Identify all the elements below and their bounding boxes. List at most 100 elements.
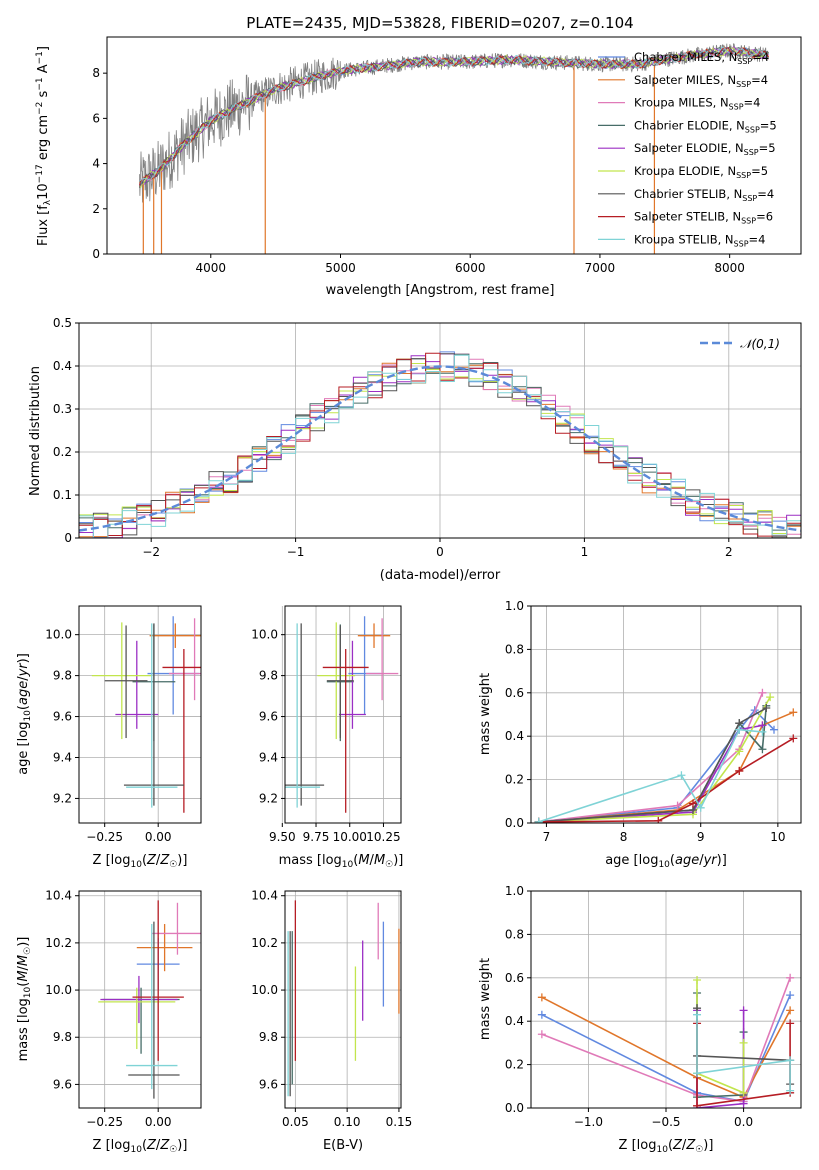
- series-marker: [739, 1088, 748, 1097]
- series-kroupa-stelib: [693, 1010, 795, 1095]
- series-marker: [758, 745, 767, 754]
- x-tick-label: 0.0: [734, 1115, 753, 1129]
- series-line: [538, 707, 767, 823]
- y-tick-label: 6: [92, 111, 100, 125]
- y-tick-label: 0.4: [505, 1014, 524, 1028]
- series-marker: [786, 1006, 795, 1015]
- error-point-salpeter-miles-1: [149, 623, 201, 648]
- series-marker: [693, 1069, 702, 1078]
- axes-frame: [78, 322, 802, 539]
- x-tick-label: −0.25: [86, 830, 123, 844]
- plot-area: [79, 351, 801, 538]
- x-tick-label: 0.15: [386, 1115, 413, 1129]
- panel-mass_weight_vs_Z: −1.0 −0.5 0.0 0.0 0.2 0.4 0.6 0.8 1.0 Z [log10(Z/…: [478, 884, 802, 1155]
- y-tick-label: 9.2: [259, 791, 278, 805]
- legend-label-salpeter-miles: Salpeter MILES, NSSP=4: [634, 73, 768, 89]
- y-tick-label: 0.3: [53, 402, 72, 416]
- x-tick-label: 10.25: [366, 830, 400, 844]
- series-marker: [789, 734, 798, 743]
- x-tick-label: 9.75: [303, 830, 330, 844]
- series-marker: [673, 801, 682, 810]
- series-marker: [739, 1006, 748, 1015]
- series-marker: [762, 703, 771, 712]
- y-axis-label: age [log10(age/yr)]: [16, 653, 33, 775]
- series-chabrier-elodie: [534, 701, 771, 823]
- series-marker: [766, 693, 775, 702]
- x-axis-label: E(B-V): [323, 1138, 363, 1153]
- legend-label-text: Chabrier STELIB, N: [634, 187, 742, 201]
- y-tick-label: 0.2: [53, 445, 72, 459]
- axes-frame: [78, 890, 202, 1109]
- series-marker: [537, 1010, 546, 1019]
- error-point-chabrier-stelib-6: [104, 625, 148, 739]
- error-point-kroupa-elodie-5: [98, 987, 176, 1050]
- error-point-salpeter-miles-1: [357, 623, 391, 648]
- axes-frame: [78, 605, 202, 824]
- error-point-kroupa-miles-2: [151, 902, 201, 955]
- y-tick-label: 9.8: [53, 1030, 72, 1044]
- y-tick-label: 10.2: [251, 936, 278, 950]
- y-tick-label: 9.6: [259, 1077, 278, 1091]
- series-line: [538, 705, 768, 823]
- y-tick-label: 0: [64, 531, 72, 545]
- y-tick-label: 0.6: [505, 686, 524, 700]
- y-tick-label: 0.4: [505, 729, 524, 743]
- plot-area: [91, 616, 201, 813]
- x-tick-label: 8: [620, 830, 628, 844]
- error-point-chabrier-stelib-8: [123, 623, 184, 806]
- x-tick-label: 0.00: [145, 1115, 172, 1129]
- y-tick-label: 9.6: [53, 1077, 72, 1091]
- legend-label-text: Kroupa ELODIE, N: [634, 164, 736, 178]
- y-tick-label: 10.0: [45, 628, 72, 642]
- plot-area: [98, 900, 201, 1099]
- y-tick-label: 0.4: [53, 359, 72, 373]
- series-marker: [789, 708, 798, 717]
- model-fit-salpeter-stelib: [138, 47, 769, 186]
- normal-distribution-curve: [79, 365, 801, 532]
- legend-label-text: Kroupa MILES, N: [634, 96, 729, 110]
- x-tick-label: −2: [142, 545, 160, 559]
- x-axis-label: wavelength [Angstrom, rest frame]: [326, 283, 555, 298]
- error-point-kroupa-miles-2: [365, 618, 399, 701]
- legend-label-text: Kroupa STELIB, N: [634, 232, 734, 246]
- series-line: [696, 980, 745, 1095]
- plot-area: [287, 900, 400, 1097]
- legend-label-salpeter-elodie: Salpeter ELODIE, NSSP=5: [634, 141, 776, 157]
- plot-area: [537, 973, 795, 1108]
- model-fit-kroupa-elodie: [139, 45, 769, 189]
- y-tick-label: 2: [92, 202, 100, 216]
- model-fit-kroupa-stelib: [139, 46, 769, 182]
- series-marker: [693, 1010, 702, 1019]
- legend-label-kroupa-stelib: Kroupa STELIB, NSSP=4: [634, 232, 765, 248]
- y-axis-label: mass weight: [478, 673, 493, 755]
- x-tick-label: −1: [287, 545, 305, 559]
- legend-label-kroupa-elodie: Kroupa ELODIE, NSSP=5: [634, 164, 768, 180]
- y-tick-label: 8: [92, 66, 100, 80]
- series-line: [541, 994, 791, 1103]
- series-line: [538, 724, 763, 823]
- series-marker: [735, 766, 744, 775]
- x-axis-label: Z [log10(Z/Z☉)]: [93, 1138, 188, 1155]
- x-tick-label: 10.00: [333, 830, 367, 844]
- panel-mass_vs_ebv: 0.05 0.10 0.15 9.6 9.8 10.0 10.2 10.4 E(B-V): [251, 889, 412, 1153]
- series-line: [538, 711, 794, 823]
- x-tick-label: 5000: [325, 261, 356, 275]
- legend-label-salpeter-stelib: Salpeter STELIB, NSSP=6: [634, 210, 773, 226]
- y-tick-label: 0.6: [505, 971, 524, 985]
- y-tick-label: 9.6: [53, 710, 72, 724]
- y-tick-label: 1.0: [505, 884, 524, 898]
- x-tick-label: 7000: [585, 261, 616, 275]
- figure-title: PLATE=2435, MJD=53828, FIBERID=0207, z=0…: [246, 14, 633, 32]
- error-point-chabrier-stelib-6: [326, 625, 354, 739]
- axes-frame: [284, 890, 402, 1109]
- series-marker: [786, 991, 795, 1000]
- y-axis-label: Normed distribution: [28, 366, 43, 496]
- axes-frame: [530, 605, 802, 824]
- y-tick-label: 10.0: [251, 983, 278, 997]
- series-marker: [786, 973, 795, 982]
- series-marker: [696, 803, 705, 812]
- error-point-chabrier-stelib-6: [128, 921, 180, 1099]
- y-axis-label: mass [log10(M/M☉)]: [16, 937, 33, 1062]
- legend-label-text: Salpeter MILES, N: [634, 73, 736, 87]
- error-point-kroupa-miles-2: [168, 618, 201, 701]
